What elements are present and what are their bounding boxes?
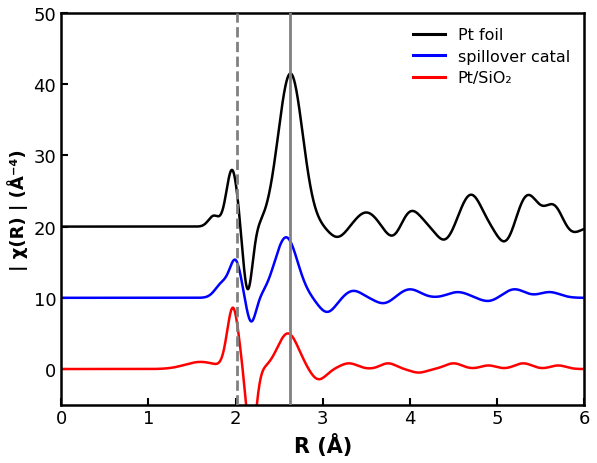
Legend: Pt foil, spillover catal, Pt/SiO₂: Pt foil, spillover catal, Pt/SiO₂ — [407, 22, 576, 92]
Y-axis label: | χ(R) | (Å⁻⁴): | χ(R) | (Å⁻⁴) — [7, 149, 28, 270]
X-axis label: R (Å): R (Å) — [294, 433, 352, 456]
